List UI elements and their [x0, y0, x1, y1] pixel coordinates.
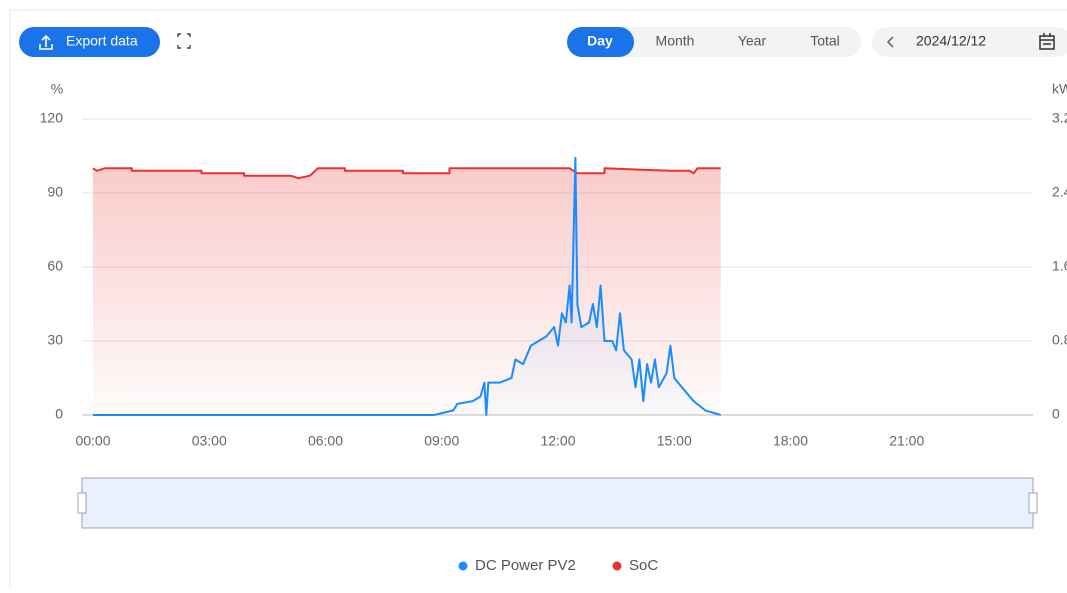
legend-label[interactable]: DC Power PV2	[475, 557, 576, 574]
y2-tick-label: 0.8	[1052, 332, 1067, 348]
y-tick-label: 0	[55, 406, 63, 422]
slider-handle[interactable]	[1028, 492, 1038, 514]
x-tick-label: 03:00	[192, 433, 227, 449]
export-icon	[39, 34, 53, 50]
tab[interactable]: Month	[656, 33, 695, 49]
series-area	[93, 157, 721, 415]
legend-marker[interactable]	[458, 561, 468, 571]
x-tick-label: 06:00	[308, 433, 343, 449]
x-tick-label: 21:00	[889, 433, 924, 449]
series-line	[93, 156, 721, 416]
slider-handle[interactable]	[77, 492, 87, 514]
y-tick-label: 60	[47, 258, 63, 274]
y2-tick-label: 0	[1052, 406, 1060, 422]
y-axis-label: %	[51, 81, 63, 97]
date-picker[interactable]	[872, 27, 1067, 57]
x-tick-label: 12:00	[540, 433, 575, 449]
fullscreen-icon[interactable]	[177, 33, 191, 49]
y-tick-label: 120	[40, 110, 64, 126]
export-label: Export data	[66, 33, 138, 49]
legend-label[interactable]: SoC	[629, 557, 658, 574]
prev-button[interactable]	[887, 36, 894, 48]
y2-tick-label: 3.2	[1052, 110, 1067, 126]
tab-active	[567, 27, 634, 57]
y2-tick-label: 2.4	[1052, 184, 1067, 200]
y2-axis-label: kW	[1052, 81, 1067, 97]
calendar-icon[interactable]	[1039, 33, 1055, 50]
y-tick-label: 90	[47, 184, 63, 200]
x-tick-label: 15:00	[657, 433, 692, 449]
tab[interactable]: Year	[738, 33, 767, 49]
zoom-slider[interactable]	[81, 477, 1034, 529]
tab[interactable]: Total	[810, 33, 840, 49]
export-button[interactable]	[19, 27, 160, 57]
y2-tick-label: 1.6	[1052, 258, 1067, 274]
date: 2024/12/12	[916, 33, 986, 49]
tab-bar	[567, 27, 861, 57]
legend-marker[interactable]	[612, 561, 622, 571]
x-tick-label: 18:00	[773, 433, 808, 449]
series-line	[92, 167, 721, 180]
y-tick-label: 30	[47, 332, 63, 348]
tab[interactable]: Day	[587, 33, 613, 49]
x-tick-label: 00:00	[75, 433, 110, 449]
x-tick-label: 09:00	[424, 433, 459, 449]
